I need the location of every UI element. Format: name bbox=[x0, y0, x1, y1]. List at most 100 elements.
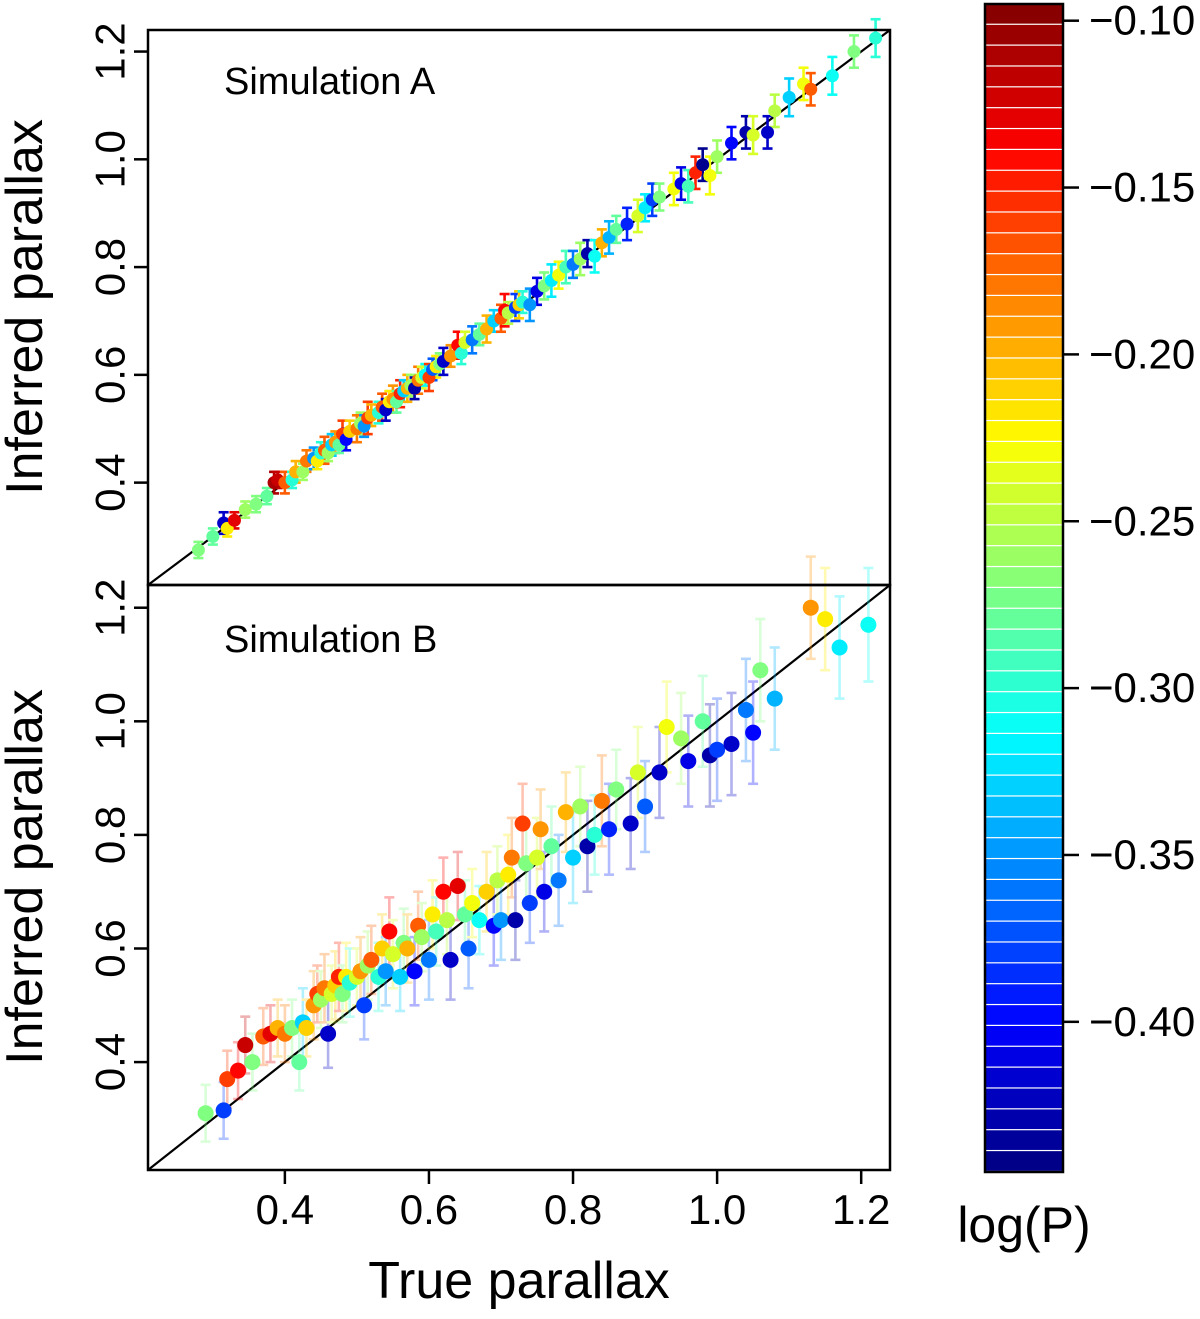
data-point bbox=[601, 821, 618, 838]
y-axis-label-b: Inferred parallax bbox=[0, 689, 54, 1065]
data-point bbox=[381, 923, 398, 940]
colorbar-band bbox=[985, 45, 1063, 66]
data-point bbox=[399, 940, 416, 957]
data-point bbox=[438, 912, 455, 929]
colorbar-frame bbox=[983, 2, 1065, 1174]
colorbar-ticks: −0.10 −0.15 −0.20 −0.25 −0.30 −0.35 −0.40 bbox=[1063, 0, 1195, 1045]
data-point bbox=[191, 543, 205, 557]
panel-a-title: Simulation A bbox=[224, 61, 436, 103]
y-tick-label: 0.6 bbox=[87, 919, 134, 977]
data-point bbox=[550, 872, 567, 889]
data-point bbox=[831, 639, 848, 656]
data-point bbox=[249, 497, 263, 511]
data-point bbox=[847, 45, 861, 59]
colorbar-gradient bbox=[985, 4, 1063, 1171]
colorbar-tick-label: −0.10 bbox=[1089, 0, 1195, 44]
data-point bbox=[565, 849, 582, 866]
data-point bbox=[532, 821, 549, 838]
data-point bbox=[637, 798, 654, 815]
colorbar-band bbox=[985, 275, 1063, 295]
colorbar-band bbox=[985, 316, 1063, 337]
colorbar-band bbox=[985, 108, 1063, 128]
panel-b-frame bbox=[146, 583, 892, 1172]
y-tick-label: 1.2 bbox=[87, 579, 134, 637]
colorbar-band bbox=[985, 984, 1063, 1004]
colorbar-band bbox=[985, 358, 1063, 379]
data-point bbox=[291, 1054, 308, 1071]
colorbar-band bbox=[985, 1005, 1063, 1025]
data-point bbox=[694, 713, 711, 730]
colorbar-band bbox=[985, 442, 1063, 462]
data-point bbox=[237, 1037, 254, 1054]
colorbar-band bbox=[985, 87, 1063, 108]
data-point bbox=[869, 31, 883, 45]
data-point bbox=[696, 158, 710, 172]
y-tick-label: 1.0 bbox=[87, 130, 134, 188]
colorbar-band bbox=[985, 191, 1063, 212]
data-point bbox=[673, 730, 690, 747]
colorbar-label: log(P) bbox=[957, 1197, 1090, 1253]
colorbar-band bbox=[985, 379, 1063, 400]
panel-b-content bbox=[147, 555, 891, 1171]
data-point bbox=[681, 179, 695, 193]
data-point bbox=[492, 912, 509, 929]
data-point bbox=[658, 718, 675, 735]
data-point bbox=[384, 946, 401, 963]
colorbar-band bbox=[985, 838, 1063, 858]
data-point bbox=[420, 951, 437, 968]
data-point bbox=[710, 150, 724, 164]
data-point bbox=[572, 798, 589, 815]
y-axis-label-a: Inferred parallax bbox=[0, 119, 54, 495]
data-point bbox=[860, 616, 877, 633]
data-point bbox=[543, 838, 560, 855]
colorbar-band bbox=[985, 921, 1063, 942]
colorbar-band bbox=[985, 713, 1063, 733]
y-tick-label: 1.2 bbox=[87, 22, 134, 80]
data-point bbox=[428, 923, 445, 940]
data-point bbox=[523, 298, 537, 312]
colorbar-band bbox=[985, 859, 1063, 879]
data-point bbox=[478, 883, 495, 900]
data-point bbox=[608, 781, 625, 798]
data-point bbox=[529, 849, 546, 866]
colorbar-band bbox=[985, 942, 1063, 963]
colorbar-band bbox=[985, 1130, 1063, 1150]
data-point bbox=[593, 792, 610, 809]
data-point bbox=[514, 815, 531, 832]
panel-b-title: Simulation B bbox=[224, 619, 437, 661]
data-point bbox=[703, 168, 717, 182]
x-tick-label: 0.6 bbox=[400, 1186, 458, 1233]
x-tick-label: 1.2 bbox=[832, 1186, 890, 1233]
data-point bbox=[802, 599, 819, 616]
data-point bbox=[817, 611, 834, 628]
colorbar-band bbox=[985, 775, 1063, 796]
colorbar-band bbox=[985, 567, 1063, 587]
colorbar-band bbox=[985, 129, 1063, 149]
colorbar-band bbox=[985, 525, 1063, 546]
colorbar-band bbox=[985, 588, 1063, 608]
data-point bbox=[745, 724, 762, 741]
colorbar-band bbox=[985, 254, 1063, 274]
data-point bbox=[424, 906, 441, 923]
colorbar-band bbox=[985, 1026, 1063, 1046]
colorbar-tick-label: −0.35 bbox=[1089, 831, 1195, 878]
data-point bbox=[609, 222, 623, 236]
data-point bbox=[588, 249, 602, 263]
colorbar-tick-label: −0.25 bbox=[1089, 497, 1195, 544]
colorbar-tick-label: −0.15 bbox=[1089, 164, 1195, 211]
y-tick-label: 0.8 bbox=[87, 238, 134, 296]
colorbar-band bbox=[985, 734, 1063, 754]
data-point bbox=[227, 513, 241, 527]
y-tick-label: 0.4 bbox=[87, 453, 134, 511]
data-point bbox=[464, 895, 481, 912]
colorbar-band bbox=[985, 462, 1063, 483]
data-point bbox=[219, 1071, 236, 1088]
data-point bbox=[746, 128, 760, 142]
colorbar-band bbox=[985, 1088, 1063, 1109]
colorbar-band bbox=[985, 796, 1063, 817]
colorbar-band bbox=[985, 880, 1063, 900]
colorbar-band bbox=[985, 421, 1063, 441]
colorbar-band bbox=[985, 400, 1063, 420]
data-point bbox=[244, 1054, 261, 1071]
